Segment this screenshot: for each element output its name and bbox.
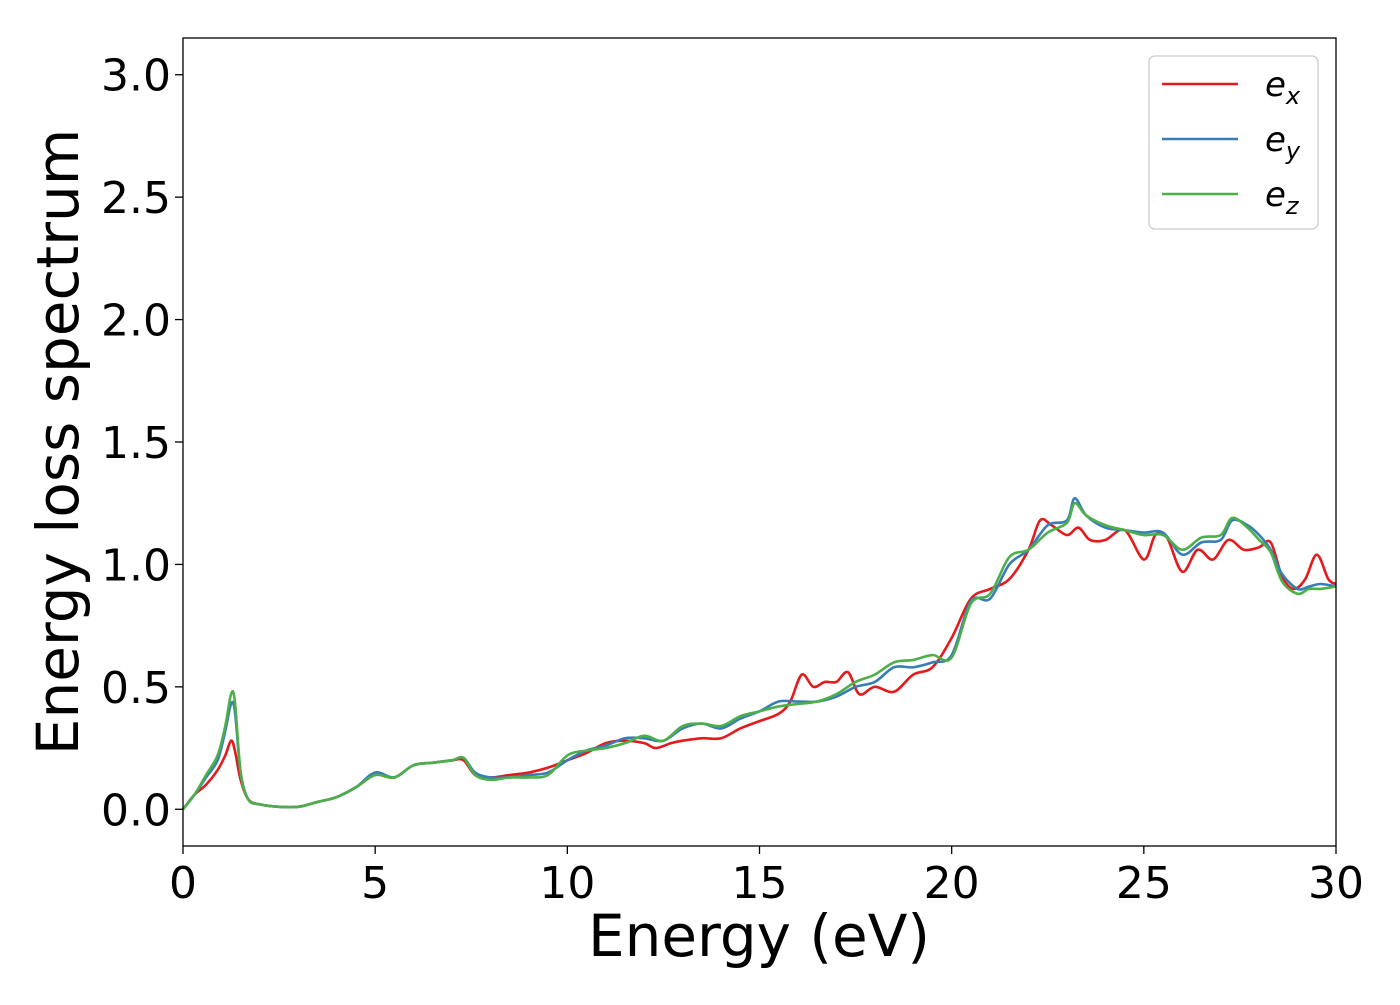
- x-tick-label: 5: [361, 858, 389, 909]
- y-axis-ticks: 0.0 0.5 1.0 1.5 2.0 2.5 3.0: [101, 51, 183, 836]
- y-tick-label: 2.5: [101, 173, 171, 224]
- series-lines: [181, 497, 1337, 811]
- y-tick-label: 3.0: [101, 51, 171, 102]
- y-axis-title: Energy loss spectrum: [24, 129, 92, 755]
- x-tick-label: 20: [924, 858, 980, 909]
- series-line-z: [181, 501, 1337, 811]
- x-tick-label: 10: [539, 858, 595, 909]
- legend-label-subscript: z: [1285, 192, 1300, 220]
- y-tick-label: 0.5: [101, 663, 171, 714]
- legend-box: [1148, 55, 1319, 230]
- y-tick-label: 2.0: [101, 296, 171, 347]
- x-tick-label: 25: [1116, 858, 1172, 909]
- x-axis-ticks: 0 5 10 15 20 25 30: [169, 846, 1364, 909]
- legend-label-subscript: x: [1285, 82, 1301, 110]
- x-tick-label: 30: [1308, 858, 1364, 909]
- x-tick-label: 0: [169, 858, 197, 909]
- y-tick-label: 1.0: [101, 540, 171, 591]
- y-tick-label: 1.5: [101, 418, 171, 469]
- legend-label-subscript: y: [1285, 137, 1301, 165]
- y-tick-label: 0.0: [101, 785, 171, 836]
- x-axis-title: Energy (eV): [588, 902, 930, 970]
- x-tick-label: 15: [732, 858, 788, 909]
